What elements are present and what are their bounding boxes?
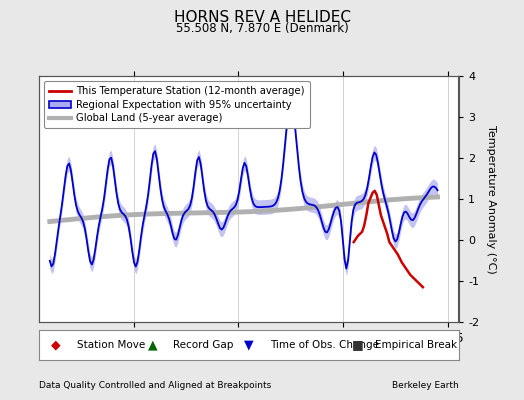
Legend: This Temperature Station (12-month average), Regional Expectation with 95% uncer: This Temperature Station (12-month avera… — [45, 81, 310, 128]
Text: ■: ■ — [352, 338, 364, 352]
Text: ▲: ▲ — [148, 338, 157, 352]
Text: Station Move: Station Move — [77, 340, 145, 350]
Text: Berkeley Earth: Berkeley Earth — [392, 381, 458, 390]
Text: Record Gap: Record Gap — [173, 340, 234, 350]
Text: 55.508 N, 7.870 E (Denmark): 55.508 N, 7.870 E (Denmark) — [176, 22, 348, 35]
Text: ▼: ▼ — [244, 338, 254, 352]
Y-axis label: Temperature Anomaly (°C): Temperature Anomaly (°C) — [486, 125, 496, 273]
Text: Empirical Break: Empirical Break — [375, 340, 457, 350]
Text: ◆: ◆ — [51, 338, 61, 352]
Text: Time of Obs. Change: Time of Obs. Change — [270, 340, 379, 350]
Text: Data Quality Controlled and Aligned at Breakpoints: Data Quality Controlled and Aligned at B… — [39, 381, 271, 390]
Text: HORNS REV A HELIDEC: HORNS REV A HELIDEC — [173, 10, 351, 25]
